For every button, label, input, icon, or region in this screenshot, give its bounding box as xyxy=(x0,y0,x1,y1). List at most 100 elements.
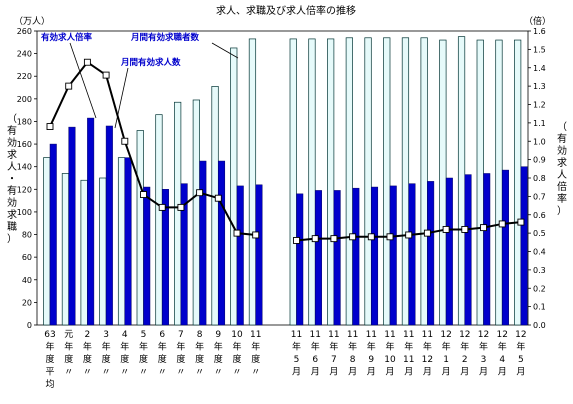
bar-job-seekers xyxy=(61,173,70,326)
x-category-label-char: 年 xyxy=(120,341,129,353)
bar-job-seekers xyxy=(327,38,335,326)
x-category-label-char: 11 xyxy=(328,330,339,340)
bar-job-seekers xyxy=(230,47,238,326)
ratio-marker xyxy=(330,235,338,243)
x-category-label-char: 11 xyxy=(347,330,358,340)
x-category-label-char: 月 xyxy=(516,367,525,378)
right-tick-label: 1.0 xyxy=(533,137,546,146)
bar-job-openings xyxy=(445,177,453,326)
right-tick-label: 1.4 xyxy=(533,64,546,73)
ratio-marker xyxy=(480,224,487,232)
annotation-openings-leader xyxy=(114,67,129,129)
x-category-label-char: 12 xyxy=(459,330,470,340)
bar-job-seekers xyxy=(192,99,200,326)
x-category-label-char: 年 xyxy=(83,341,92,353)
x-category-label-char: 月 xyxy=(348,367,357,378)
bar-job-openings xyxy=(296,193,304,326)
x-category-label-char: 月 xyxy=(404,367,413,378)
x-category-label-char: 月 xyxy=(498,367,507,378)
x-category-label-char: 7 xyxy=(178,330,184,340)
bar-job-openings xyxy=(389,185,397,326)
x-category-label-char: 〃 xyxy=(195,368,204,378)
ratio-marker xyxy=(367,233,375,241)
x-category-label-char: 月 xyxy=(329,367,338,378)
left-axis-unit: （万人） xyxy=(14,16,50,27)
x-category-label-char: 1 xyxy=(443,355,449,365)
bar-job-seekers xyxy=(476,39,484,326)
left-axis-title-char: 効 xyxy=(7,136,17,149)
bar-job-openings xyxy=(352,187,360,326)
x-category-label-char: 年 xyxy=(64,341,73,353)
ratio-marker xyxy=(293,237,300,244)
x-category-label-char: 度 xyxy=(120,353,129,365)
x-category-label-char: 9 xyxy=(215,330,221,340)
left-tick-label: 240 xyxy=(17,50,32,59)
x-category-label-char: 3 xyxy=(103,330,109,340)
left-tick-label: 220 xyxy=(17,72,32,81)
x-category-label-char: 11 xyxy=(422,330,433,340)
x-category-label-char: 月 xyxy=(311,367,320,378)
x-category-label-char: 〃 xyxy=(176,368,185,378)
bar-job-seekers xyxy=(457,36,466,326)
ratio-marker xyxy=(177,203,185,211)
x-category-label-char: 月 xyxy=(460,367,469,378)
x-category-label-char: 元 xyxy=(64,330,73,340)
right-tick-label: 0.6 xyxy=(533,211,546,220)
right-axis-title-char: ） xyxy=(557,205,567,217)
right-tick-label: 0.1 xyxy=(533,303,546,312)
bar-job-seekers xyxy=(364,37,372,326)
x-category-label-char: 度 xyxy=(158,353,167,365)
right-tick-label: 0.7 xyxy=(533,192,546,201)
bar-job-openings xyxy=(236,185,244,326)
right-tick-label: 1.3 xyxy=(533,82,546,91)
bar-job-seekers xyxy=(420,37,428,326)
bar-job-seekers xyxy=(136,130,144,326)
left-axis-title-char: 求 xyxy=(7,209,17,221)
x-category-label-char: 〃 xyxy=(214,368,223,378)
x-category-label-char: 均 xyxy=(45,378,54,390)
left-tick-label: 260 xyxy=(17,27,32,36)
x-category-label-char: 度 xyxy=(214,353,223,365)
right-axis-title-char: 求 xyxy=(557,157,567,169)
ratio-marker xyxy=(140,191,147,198)
right-tick-label: 0.8 xyxy=(533,174,546,183)
x-category-label-char: 4 xyxy=(122,330,128,340)
ratio-marker xyxy=(214,194,222,202)
bar-job-openings xyxy=(180,183,188,326)
x-category-label-char: 〃 xyxy=(232,368,241,378)
right-axis-title-char: 率 xyxy=(557,192,567,205)
x-category-label-char: 年 xyxy=(232,341,241,353)
left-axis-title-char: 人 xyxy=(7,161,17,173)
bar-job-openings xyxy=(333,190,341,326)
right-axis-title-char: 効 xyxy=(557,144,567,157)
bar-job-openings xyxy=(87,117,95,326)
ratio-line-annual xyxy=(49,60,256,236)
bar-job-openings xyxy=(124,157,132,326)
bar-job-openings xyxy=(218,160,226,326)
x-category-label-char: 2 xyxy=(85,330,91,340)
bar-job-seekers xyxy=(99,177,107,326)
x-category-label-char: 年 xyxy=(158,341,167,353)
left-axis-title-char: 求 xyxy=(7,149,17,161)
bar-job-seekers xyxy=(383,37,391,326)
x-category-label-char: 年 xyxy=(102,341,111,353)
x-category-label-char: 63 xyxy=(44,330,55,340)
ratio-marker xyxy=(311,235,319,243)
bar-job-seekers xyxy=(308,38,316,326)
x-category-label-char: 度 xyxy=(102,353,111,365)
left-tick-label: 40 xyxy=(22,276,32,285)
x-category-label-char: 11 xyxy=(403,355,414,365)
annotation-ratio: 有効求人倍率 xyxy=(41,32,93,43)
chart-title: 求人、求職及び求人倍率の推移 xyxy=(216,4,356,17)
left-tick-label: 20 xyxy=(22,298,32,307)
annotation-ratio-leader xyxy=(69,42,97,119)
right-tick-label: 0.3 xyxy=(533,266,546,275)
x-category-label-char: 〃 xyxy=(64,368,73,378)
annotation-seekers-leader xyxy=(211,42,239,59)
x-category-label-char: 6 xyxy=(159,330,165,340)
x-category-label-char: 〃 xyxy=(139,368,148,378)
x-category-label-char: 8 xyxy=(350,355,356,365)
ratio-marker xyxy=(405,231,413,239)
